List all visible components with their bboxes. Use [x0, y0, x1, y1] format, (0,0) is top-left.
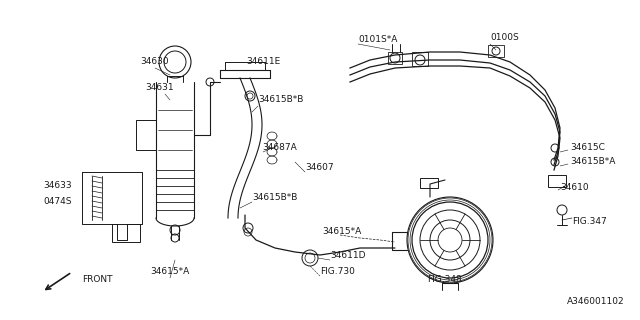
Bar: [412, 52, 428, 66]
Text: 34615C: 34615C: [570, 143, 605, 153]
Text: 0474S: 0474S: [44, 197, 72, 206]
Text: FIG.730: FIG.730: [320, 268, 355, 276]
Bar: [548, 175, 566, 187]
Text: 34611D: 34611D: [330, 252, 365, 260]
Text: 34615*A: 34615*A: [150, 268, 189, 276]
Bar: [488, 45, 504, 57]
Bar: [420, 178, 438, 188]
Text: 0101S*A: 0101S*A: [358, 36, 397, 44]
Text: 34687A: 34687A: [262, 143, 297, 153]
Text: 34607: 34607: [305, 164, 333, 172]
Text: FIG.347: FIG.347: [572, 218, 607, 227]
Text: 34611E: 34611E: [246, 58, 280, 67]
Text: 34615B*B: 34615B*B: [252, 194, 298, 203]
Text: A346001102: A346001102: [568, 297, 625, 306]
Text: 34615*A: 34615*A: [323, 228, 362, 236]
Text: 34610: 34610: [560, 183, 589, 193]
Text: 34631: 34631: [146, 84, 174, 92]
Text: FRONT: FRONT: [82, 276, 113, 284]
Text: FIG.348: FIG.348: [428, 276, 462, 284]
Bar: [388, 52, 402, 64]
Text: 34630: 34630: [141, 58, 170, 67]
Text: 34615B*A: 34615B*A: [570, 157, 616, 166]
Text: 34615B*B: 34615B*B: [258, 95, 303, 105]
Text: 0100S: 0100S: [490, 34, 519, 43]
Text: 34633: 34633: [44, 181, 72, 190]
Bar: [112, 224, 140, 242]
